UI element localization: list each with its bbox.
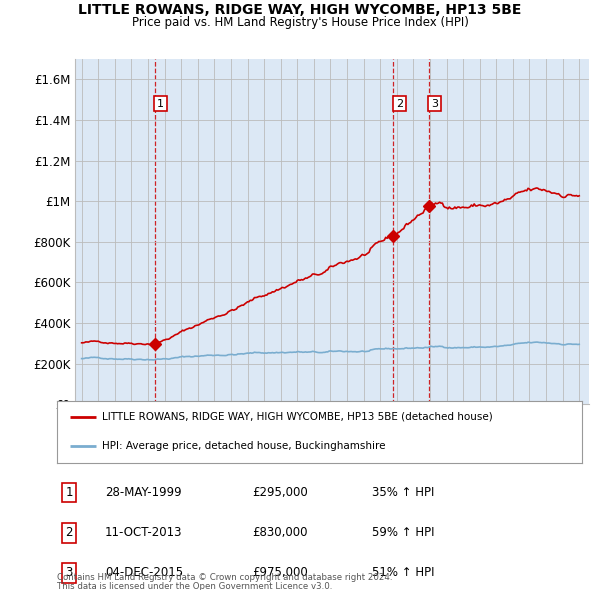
Text: 1: 1 bbox=[157, 99, 164, 109]
Text: £295,000: £295,000 bbox=[252, 486, 308, 499]
Text: HPI: Average price, detached house, Buckinghamshire: HPI: Average price, detached house, Buck… bbox=[101, 441, 385, 451]
Text: 1: 1 bbox=[65, 486, 73, 499]
Text: LITTLE ROWANS, RIDGE WAY, HIGH WYCOMBE, HP13 5BE (detached house): LITTLE ROWANS, RIDGE WAY, HIGH WYCOMBE, … bbox=[101, 412, 493, 422]
Text: 28-MAY-1999: 28-MAY-1999 bbox=[105, 486, 182, 499]
Text: 2: 2 bbox=[395, 99, 403, 109]
Text: 59% ↑ HPI: 59% ↑ HPI bbox=[372, 526, 434, 539]
Text: 11-OCT-2013: 11-OCT-2013 bbox=[105, 526, 182, 539]
Text: 51% ↑ HPI: 51% ↑ HPI bbox=[372, 566, 434, 579]
Text: Price paid vs. HM Land Registry's House Price Index (HPI): Price paid vs. HM Land Registry's House … bbox=[131, 16, 469, 29]
Text: 3: 3 bbox=[431, 99, 438, 109]
Text: £830,000: £830,000 bbox=[252, 526, 308, 539]
Text: 35% ↑ HPI: 35% ↑ HPI bbox=[372, 486, 434, 499]
Text: 2: 2 bbox=[65, 526, 73, 539]
Text: LITTLE ROWANS, RIDGE WAY, HIGH WYCOMBE, HP13 5BE: LITTLE ROWANS, RIDGE WAY, HIGH WYCOMBE, … bbox=[79, 3, 521, 17]
Text: 04-DEC-2015: 04-DEC-2015 bbox=[105, 566, 183, 579]
Text: 3: 3 bbox=[65, 566, 73, 579]
Text: Contains HM Land Registry data © Crown copyright and database right 2024.: Contains HM Land Registry data © Crown c… bbox=[57, 573, 392, 582]
Text: This data is licensed under the Open Government Licence v3.0.: This data is licensed under the Open Gov… bbox=[57, 582, 332, 590]
Text: £975,000: £975,000 bbox=[252, 566, 308, 579]
